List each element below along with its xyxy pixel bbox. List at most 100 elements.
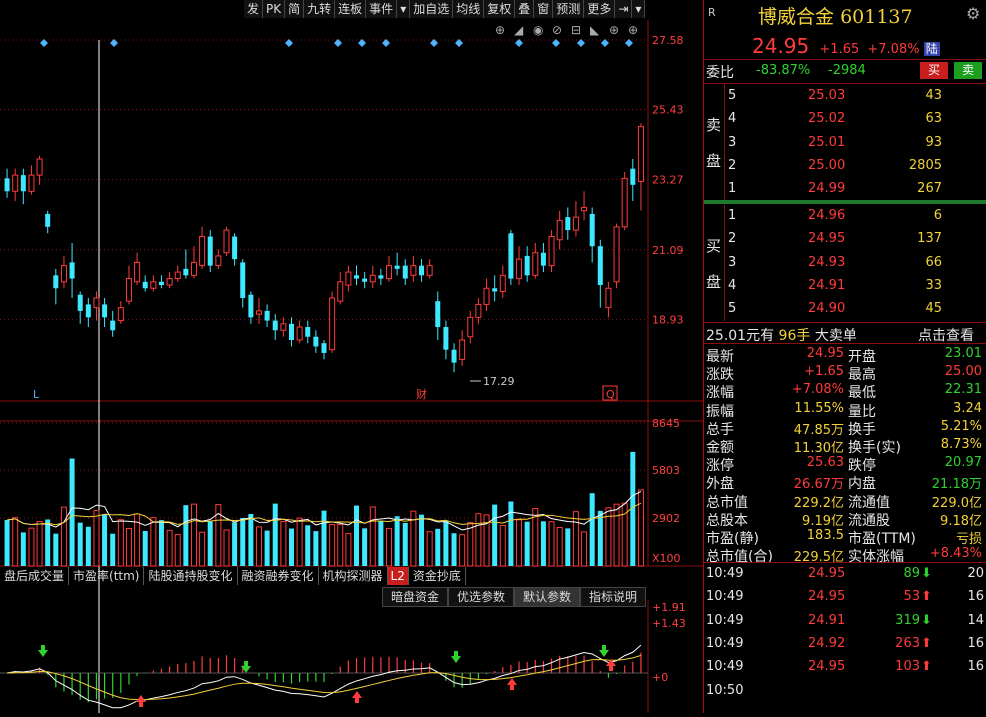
- macd-signal-arrow-2: [451, 651, 461, 663]
- volume-bar-8: [69, 458, 75, 566]
- toolbar-btn-12[interactable]: 预测: [553, 0, 585, 18]
- candle-body-14: [117, 307, 124, 322]
- toolbar-btn-8[interactable]: 均线: [453, 0, 485, 18]
- subtab-2[interactable]: 默认参数: [514, 587, 581, 607]
- trade-volume-4: 103: [895, 659, 920, 675]
- toolbar-btn-10[interactable]: 叠: [515, 0, 535, 18]
- candle-body-72: [589, 213, 595, 247]
- buy-button[interactable]: 买: [920, 62, 948, 79]
- trade-time-0: 10:49: [706, 566, 744, 581]
- volume-bar-52: [426, 531, 433, 567]
- sell-button[interactable]: 卖: [954, 62, 982, 79]
- tab-3[interactable]: 融资融券变化: [238, 567, 319, 585]
- trade-direction-icon-4: ⬆: [921, 659, 932, 675]
- toolbar-btn-0[interactable]: 发: [244, 0, 264, 18]
- toolbar-btn-5[interactable]: 事件: [366, 0, 398, 18]
- volume-bar-33: [272, 503, 278, 566]
- volume-bar-22: [183, 505, 189, 566]
- toolbar-btn-9[interactable]: 复权: [484, 0, 516, 18]
- event-diamond-3: [334, 39, 342, 47]
- toolbar-btn-15[interactable]: ▾: [632, 0, 646, 18]
- volume-bar-36: [296, 517, 303, 567]
- toolbar-btn-2[interactable]: 简: [285, 0, 305, 18]
- volume-bar-69: [565, 528, 571, 566]
- stat-value-9a: 9.19亿: [802, 513, 844, 529]
- stat-label-5b: 换手(实): [848, 440, 901, 456]
- toolbar-btn-4[interactable]: 连板: [335, 0, 367, 18]
- volume-bar-70: [572, 511, 579, 567]
- tab-4[interactable]: 机构探测器: [319, 567, 388, 585]
- stat-value-7a: 26.67万: [793, 477, 844, 493]
- tab-6[interactable]: 资金抄底: [409, 567, 466, 585]
- tab-5[interactable]: L2: [387, 567, 409, 585]
- subtab-0[interactable]: 暗盘资金: [382, 587, 449, 607]
- tab-1[interactable]: 市盈率(ttm): [69, 567, 145, 585]
- weibi-label: 委比: [706, 65, 734, 81]
- stat-value-9b: 9.18亿: [940, 513, 982, 529]
- candle-body-32: [264, 310, 270, 321]
- candle-body-25: [207, 236, 213, 266]
- volume-layer: [4, 451, 644, 567]
- bid-side-label: 买 盘: [704, 205, 725, 321]
- volume-bar-49: [402, 522, 408, 566]
- toolbar-btn-11[interactable]: 窗: [534, 0, 554, 18]
- chart-svg[interactable]: 27.58 25.43 23.27 21.09 18.93 ⊕ ◢ ◉ ⊘ ⊟ ◣ ⊕ ⊕ 17.29 L 财…: [0, 0, 703, 713]
- candle-body-60: [492, 288, 498, 292]
- quote-panel: R 博威合金 601137 ⚙ 24.95 +1.65 +7.08% 陆 委比 …: [703, 0, 986, 713]
- toolbar-btn-1[interactable]: PK: [263, 0, 286, 18]
- macd-signal-arrow-3: [599, 645, 609, 657]
- volume-bar-46: [378, 520, 384, 566]
- subtab-3[interactable]: 指标说明: [580, 587, 647, 607]
- big-order-link[interactable]: 点击查看: [918, 328, 974, 344]
- trade-count-4: 16: [967, 659, 984, 675]
- candle-body-38: [313, 336, 319, 347]
- candle-body-56: [459, 339, 466, 360]
- candle-body-39: [321, 343, 327, 353]
- event-diamond-2: [285, 39, 293, 47]
- trade-price-2: 24.91: [808, 612, 846, 628]
- candle-body-58: [475, 303, 482, 318]
- stat-label-0b: 开盘: [848, 349, 876, 365]
- candle-body-36: [296, 326, 303, 341]
- candle-body-20: [166, 278, 173, 286]
- volume-bar-3: [28, 527, 35, 567]
- subtab-1[interactable]: 优选参数: [448, 587, 515, 607]
- volume-bar-47: [386, 527, 393, 567]
- candle-body-57: [467, 316, 474, 338]
- grid-layer: [0, 20, 703, 713]
- toolbar-btn-6[interactable]: ▾: [397, 0, 411, 18]
- volume-bar-71: [581, 531, 588, 567]
- volume-bar-20: [166, 529, 173, 567]
- marker-cai: 财: [416, 387, 427, 401]
- toolbar-btn-7[interactable]: 加自选: [410, 0, 454, 18]
- chart-area[interactable]: 27.58 25.43 23.27 21.09 18.93 ⊕ ◢ ◉ ⊘ ⊟ ◣ ⊕ ⊕ 17.29 L 财…: [0, 0, 703, 713]
- toolbar-btn-3[interactable]: 九转: [304, 0, 336, 18]
- candle-layer: [4, 39, 644, 373]
- candle-body-9: [77, 294, 83, 311]
- weibi-diff: -2984: [828, 63, 866, 78]
- event-diamond-5: [382, 39, 390, 47]
- tab-2[interactable]: 陆股通持股变化: [144, 567, 238, 585]
- volume-bar-27: [223, 529, 230, 567]
- macd-signal-arrow-6: [507, 678, 517, 690]
- toolbar-btn-13[interactable]: 更多: [584, 0, 616, 18]
- toolbar-btn-14[interactable]: ⇥: [615, 0, 633, 18]
- candle-body-23: [190, 261, 197, 276]
- price-pct: +7.08%: [867, 42, 920, 57]
- big-order-text2: 大卖单: [814, 328, 857, 344]
- macd-signal-arrow-4: [136, 695, 146, 707]
- candle-body-78: [637, 126, 644, 183]
- volume-bar-37: [305, 525, 311, 566]
- axis-layer: 27.58 25.43 23.27 21.09 18.93 ⊕ ◢ ◉ ⊘ ⊟ ◣ ⊕ ⊕ 17.29 L 财…: [33, 23, 686, 684]
- gear-icon[interactable]: ⚙: [966, 4, 981, 23]
- candle-body-62: [508, 233, 514, 279]
- tab-0[interactable]: 盘后成交量: [0, 567, 70, 585]
- volume-bar-59: [483, 514, 490, 567]
- stat-label-3a: 振幅: [706, 403, 734, 420]
- volume-bar-13: [110, 533, 116, 566]
- event-diamond-7: [455, 39, 463, 47]
- vol-unit: X100: [652, 552, 681, 565]
- candle-body-76: [621, 177, 628, 228]
- trade-direction-icon-2: ⬇: [921, 612, 932, 628]
- ask-side-label: 卖 盘: [704, 84, 725, 200]
